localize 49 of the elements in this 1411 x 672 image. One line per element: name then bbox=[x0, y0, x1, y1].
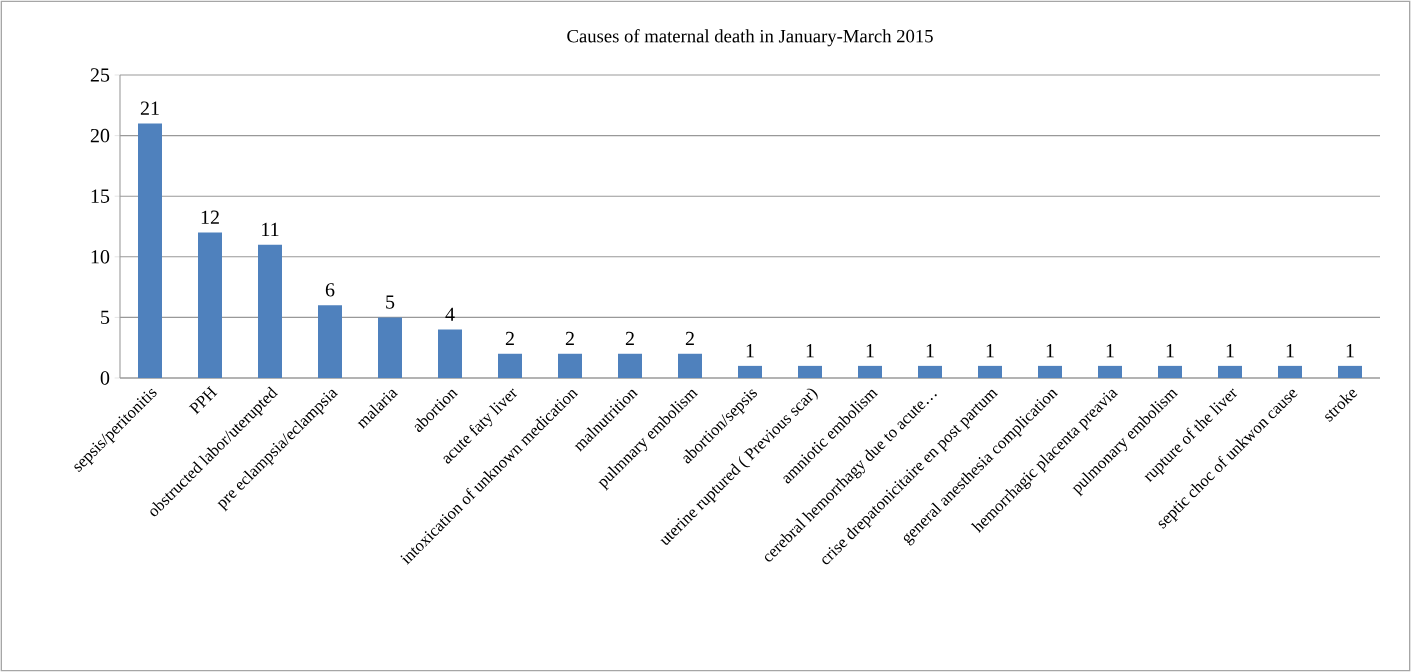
y-tick-label: 20 bbox=[90, 128, 110, 143]
bar bbox=[1158, 365, 1183, 378]
data-label: 1 bbox=[1166, 343, 1174, 358]
bar bbox=[1278, 365, 1303, 378]
data-label: 2 bbox=[565, 331, 574, 346]
bar bbox=[1218, 365, 1243, 378]
bar bbox=[1098, 365, 1123, 378]
y-tick-label: 15 bbox=[91, 189, 110, 203]
y-tick-label: 25 bbox=[90, 68, 110, 82]
bar bbox=[1038, 365, 1063, 378]
data-label: 1 bbox=[1286, 343, 1294, 358]
data-label: 6 bbox=[325, 283, 335, 297]
bar bbox=[1338, 365, 1363, 378]
bar bbox=[738, 365, 763, 378]
data-label: 4 bbox=[445, 307, 455, 321]
bar bbox=[498, 353, 523, 378]
data-label: 2 bbox=[505, 331, 514, 346]
data-label: 1 bbox=[926, 343, 934, 358]
data-label: 2 bbox=[625, 331, 634, 346]
bar bbox=[198, 232, 222, 378]
chart-title: Causes of maternal death in January-March 2015 bbox=[567, 29, 933, 47]
data-label: 1 bbox=[1226, 343, 1234, 358]
bar bbox=[138, 123, 162, 378]
data-label: 2 bbox=[685, 331, 694, 346]
y-tick-label: 10 bbox=[91, 250, 110, 264]
bar bbox=[978, 365, 1002, 378]
data-label: 12 bbox=[201, 210, 219, 224]
bar bbox=[558, 353, 583, 378]
data-label: 1 bbox=[1346, 343, 1354, 358]
bar bbox=[918, 365, 943, 378]
y-tick-label: 5 bbox=[101, 310, 110, 325]
data-label: 21 bbox=[140, 101, 159, 115]
bar bbox=[258, 244, 282, 378]
bar bbox=[618, 353, 643, 378]
data-label: 5 bbox=[386, 295, 395, 309]
data-label: 1 bbox=[1106, 343, 1114, 358]
data-label: 1 bbox=[806, 343, 814, 358]
bar bbox=[858, 365, 883, 378]
data-label: 1 bbox=[866, 343, 874, 358]
bar bbox=[798, 365, 823, 378]
data-label: 1 bbox=[746, 343, 754, 358]
bar bbox=[378, 317, 402, 378]
data-label: 11 bbox=[262, 222, 279, 236]
bar bbox=[678, 353, 703, 378]
y-tick-label: 0 bbox=[100, 371, 110, 385]
data-label: 1 bbox=[986, 343, 994, 358]
data-label: 1 bbox=[1046, 343, 1054, 358]
bar bbox=[438, 329, 463, 378]
bar bbox=[318, 305, 342, 378]
